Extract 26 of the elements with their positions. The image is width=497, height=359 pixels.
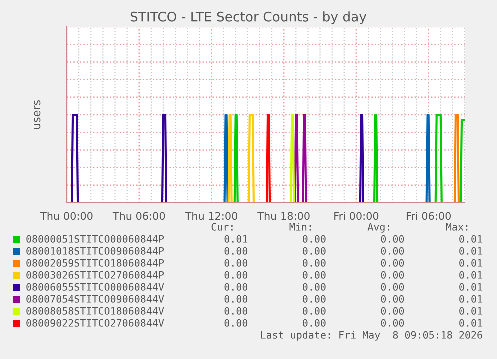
text: 0.00 0.00 0.00 0.01	[224, 295, 482, 303]
x-tick-label: Fri 06:00	[406, 212, 451, 220]
text: 0.00 0.00 0.00 0.01	[224, 307, 482, 315]
x-tick-label: Thu 12:00	[185, 212, 238, 220]
legend-label: 08002059STITCO18060844P	[26, 259, 164, 267]
x-tick-label: Thu 06:00	[112, 212, 166, 220]
legend-label: 08000051STITCO00060844P	[26, 235, 164, 243]
text: 0.00 0.00 0.00 0.01	[224, 247, 482, 255]
legend-label: 08007054STITCO09060844V	[26, 295, 164, 303]
text: 0.00 0.00 0.00 0.01	[224, 319, 482, 327]
x-tick-label: Thu 18:00	[258, 212, 310, 220]
legend-label: 08006055STITCO00060844V	[26, 283, 164, 291]
text: 0.01 0.00 0.00 0.01	[224, 235, 482, 243]
text: Cur: Min: Avg: Max:	[212, 223, 468, 233]
x-tick-label: Fri 00:00	[334, 212, 379, 220]
legend-label: 08001018STITCO09060844P	[26, 247, 164, 255]
text: Last update: Fri May 8 09:05:18 2026	[261, 331, 482, 341]
text: 0.00 0.00 0.00 0.01	[224, 283, 482, 291]
legend-label: 08008058STITCO18060844V	[26, 307, 164, 315]
text: 0.00 0.00 0.00 0.01	[224, 259, 482, 267]
legend-label: 08003026STITCO27060844P	[26, 271, 164, 279]
text: 0.00 0.00 0.00 0.01	[224, 271, 482, 279]
y-axis-title: users	[34, 100, 41, 130]
chart-title: STITCO - LTE Sector Counts - by day	[130, 12, 367, 24]
x-tick-label: Thu 00:00	[40, 212, 93, 220]
legend-label: 08009022STITCO27060844V	[26, 319, 164, 327]
